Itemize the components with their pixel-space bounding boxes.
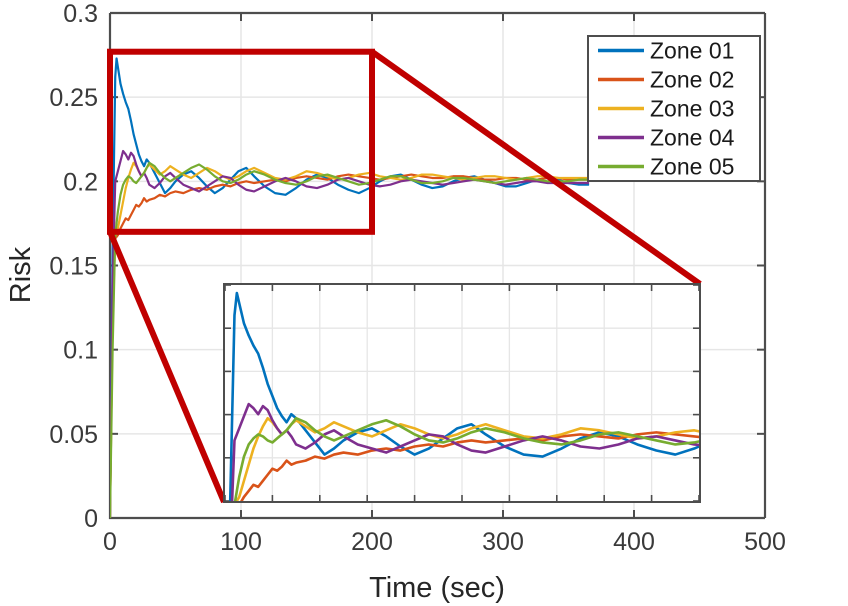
y-tick-label: 0.15 xyxy=(49,253,98,281)
x-tick-label: 200 xyxy=(351,528,393,556)
zoom-connector-top xyxy=(370,49,702,287)
y-axis-title: Risk xyxy=(5,246,37,303)
zoom-connector-lines xyxy=(107,49,702,504)
x-tick-label: 300 xyxy=(482,528,524,556)
y-tick-label: 0.2 xyxy=(63,168,98,196)
zoom-connector-bottom xyxy=(107,230,227,504)
y-tick-label: 0.25 xyxy=(49,84,98,112)
main-data-series xyxy=(110,57,590,518)
inset-series-line xyxy=(233,416,699,501)
zoom-region-box xyxy=(107,48,375,235)
inset-series-line xyxy=(240,431,699,501)
series-line xyxy=(110,161,590,518)
y-tick-label: 0.1 xyxy=(63,337,98,365)
x-axis-tick-labels: 0 100 200 300 400 500 xyxy=(103,528,786,556)
x-tick-label: 100 xyxy=(220,528,262,556)
inset-data-series xyxy=(228,291,699,501)
x-tick-label: 0 xyxy=(103,528,117,556)
y-tick-label: 0.05 xyxy=(49,421,98,449)
y-tick-label: 0.3 xyxy=(63,0,98,28)
legend-label: Zone 03 xyxy=(650,96,734,122)
legend-items: Zone 01 Zone 02 Zone 03 Zone 04 Zone 05 xyxy=(598,38,735,180)
legend-label: Zone 04 xyxy=(650,125,735,151)
x-tick-label: 500 xyxy=(744,528,786,556)
x-tick-label: 400 xyxy=(613,528,655,556)
y-tick-label: 0 xyxy=(84,505,98,533)
legend-label: Zone 01 xyxy=(650,38,734,64)
legend-label: Zone 05 xyxy=(650,154,734,180)
inset-gridlines xyxy=(225,285,699,501)
y-axis-tick-labels: 0 0.05 0.1 0.15 0.2 0.25 0.3 xyxy=(49,0,98,533)
series-line xyxy=(110,173,590,518)
x-axis-title: Time (sec) xyxy=(369,572,505,604)
inset-series-line xyxy=(230,402,699,501)
inset-panel-frame xyxy=(223,283,701,503)
legend-label: Zone 02 xyxy=(650,67,734,93)
